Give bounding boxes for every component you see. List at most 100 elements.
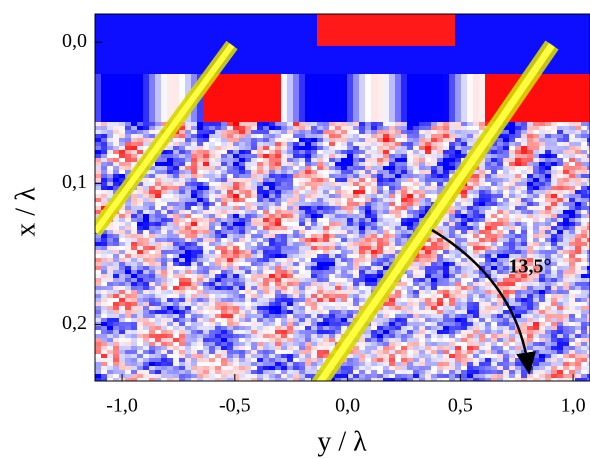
field-cell [521, 122, 527, 126]
field-cell [497, 142, 503, 146]
field-cell [527, 206, 533, 210]
field-cell [449, 226, 455, 230]
field-cell [293, 66, 299, 70]
field-cell [263, 222, 269, 226]
field-cell [275, 34, 281, 38]
field-cell [179, 166, 185, 170]
field-cell [371, 210, 377, 214]
field-cell [563, 142, 569, 146]
field-cell [257, 110, 263, 114]
field-cell [125, 206, 131, 210]
field-cell [233, 14, 239, 18]
field-cell [359, 170, 365, 174]
field-cell [383, 106, 389, 110]
field-cell [461, 42, 467, 46]
field-cell [551, 182, 557, 186]
field-cell [419, 106, 425, 110]
field-cell [455, 42, 461, 46]
field-cell [167, 198, 173, 202]
field-cell [539, 250, 545, 254]
field-cell [539, 18, 545, 22]
field-cell [431, 190, 437, 194]
field-cell [575, 154, 581, 158]
field-cell [215, 14, 221, 18]
field-cell [305, 46, 311, 50]
field-cell [119, 86, 125, 90]
field-cell [143, 174, 149, 178]
field-cell [539, 222, 545, 226]
field-cell [581, 210, 587, 214]
field-cell [131, 202, 137, 206]
field-cell [209, 234, 215, 238]
field-cell [347, 134, 353, 138]
field-cell [221, 106, 227, 110]
field-cell [299, 138, 305, 142]
field-cell [167, 186, 173, 190]
field-cell [353, 190, 359, 194]
field-cell [419, 138, 425, 142]
field-cell [533, 50, 539, 54]
field-cell [101, 198, 107, 202]
field-cell [281, 54, 287, 58]
field-cell [563, 118, 569, 122]
field-cell [359, 34, 365, 38]
field-cell [131, 26, 137, 30]
field-cell [425, 50, 431, 54]
field-cell [509, 86, 515, 90]
field-cell [395, 134, 401, 138]
field-cell [245, 226, 251, 230]
field-cell [113, 14, 119, 18]
field-cell [425, 66, 431, 70]
field-cell [443, 38, 449, 42]
field-cell [587, 66, 590, 70]
field-cell [233, 110, 239, 114]
field-cell [251, 150, 257, 154]
field-cell [293, 174, 299, 178]
field-cell [377, 86, 383, 90]
field-cell [353, 82, 359, 86]
field-cell [473, 206, 479, 210]
field-cell [431, 170, 437, 174]
field-cell [203, 162, 209, 166]
field-cell [173, 150, 179, 154]
field-cell [323, 250, 329, 254]
field-cell [335, 194, 341, 198]
field-cell [341, 38, 347, 42]
field-cell [179, 190, 185, 194]
field-cell [179, 66, 185, 70]
field-cell [455, 86, 461, 90]
field-cell [119, 206, 125, 210]
field-cell [437, 74, 443, 78]
field-cell [239, 82, 245, 86]
field-cell [155, 118, 161, 122]
field-cell [449, 82, 455, 86]
field-cell [533, 14, 539, 18]
field-cell [311, 118, 317, 122]
field-cell [239, 154, 245, 158]
field-cell [179, 74, 185, 78]
field-cell [281, 138, 287, 142]
field-cell [569, 18, 575, 22]
field-cell [197, 206, 203, 210]
field-cell [161, 190, 167, 194]
field-cell [137, 82, 143, 86]
field-cell [359, 30, 365, 34]
field-cell [545, 106, 551, 110]
field-cell [317, 242, 323, 246]
field-cell [437, 110, 443, 114]
field-cell [437, 106, 443, 110]
field-cell [251, 26, 257, 30]
field-cell [515, 138, 521, 142]
field-cell [365, 190, 371, 194]
field-cell [113, 242, 119, 246]
field-cell [545, 78, 551, 82]
field-cell [275, 234, 281, 238]
field-cell [263, 138, 269, 142]
field-cell [251, 210, 257, 214]
field-cell [95, 178, 101, 182]
field-cell [419, 54, 425, 58]
field-cell [389, 154, 395, 158]
field-cell [563, 190, 569, 194]
field-cell [149, 74, 155, 78]
field-cell [191, 26, 197, 30]
